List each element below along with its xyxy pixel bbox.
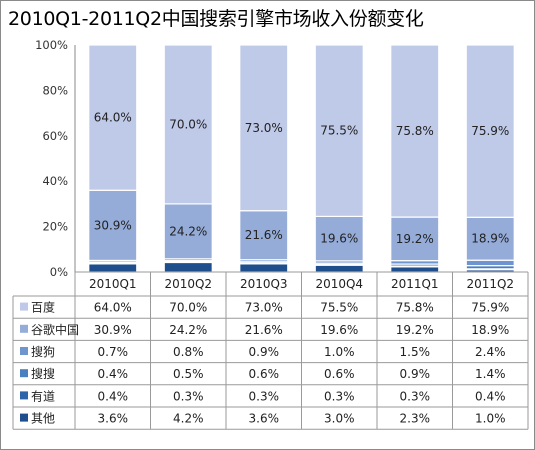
table-cell: 75.9% — [471, 301, 509, 315]
legend-label: 有道 — [31, 389, 55, 403]
bar-segment — [314, 44, 364, 217]
legend-label: 搜狗 — [31, 344, 55, 359]
table-cell: 70.0% — [169, 301, 207, 315]
legend-swatch — [20, 391, 28, 400]
bar-segment — [163, 44, 213, 205]
legend-swatch — [20, 324, 28, 333]
table-cell: 0.9% — [249, 345, 280, 359]
table-cell: 19.6% — [320, 323, 358, 337]
table-cell: 0.3% — [173, 389, 204, 403]
data-label: 24.2% — [169, 224, 207, 238]
table-cell: 4.2% — [173, 412, 204, 426]
table-cell: 18.9% — [471, 323, 509, 337]
table-cell: 0.4% — [98, 389, 129, 403]
data-label: 75.5% — [320, 124, 358, 138]
table-cell: 0.4% — [98, 367, 129, 381]
table-cell: 3.6% — [249, 412, 280, 426]
table-cell: 0.3% — [324, 389, 355, 403]
data-label: 19.6% — [320, 232, 358, 246]
table-cell: 0.3% — [249, 389, 280, 403]
legend-swatch — [20, 369, 28, 378]
bar-segment — [314, 264, 364, 273]
table-cell: 0.6% — [249, 367, 280, 381]
bar-segment — [239, 263, 289, 273]
data-label: 18.9% — [471, 232, 509, 246]
bar-segment — [88, 263, 138, 273]
bar-segment — [239, 44, 289, 212]
data-label: 64.0% — [94, 111, 132, 125]
table-cell: 1.0% — [324, 345, 355, 359]
data-label: 30.9% — [94, 218, 132, 232]
table-cell: 3.0% — [324, 412, 355, 426]
x-category-label: 2010Q4 — [315, 277, 363, 291]
legend-label: 谷歌中国 — [31, 322, 79, 337]
table-cell: 0.6% — [324, 367, 355, 381]
x-category-label: 2011Q1 — [391, 277, 439, 291]
legend-label: 搜搜 — [31, 366, 55, 381]
bar-segment — [465, 259, 515, 267]
bar-segment — [88, 189, 138, 262]
table-cell: 1.4% — [475, 367, 506, 381]
legend-swatch — [20, 347, 28, 355]
table-cell: 19.2% — [396, 323, 434, 337]
table-cell: 30.9% — [94, 323, 132, 337]
table-cell: 75.5% — [320, 301, 358, 315]
table-cell: 64.0% — [94, 301, 132, 315]
legend-swatch — [20, 302, 28, 311]
data-label: 21.6% — [245, 228, 283, 242]
x-category-label: 2010Q3 — [240, 277, 288, 291]
bar-segment — [163, 261, 213, 273]
bar-segment — [390, 44, 440, 218]
y-tick-label: 40% — [42, 174, 68, 188]
x-category-label: 2010Q2 — [164, 277, 212, 291]
table-cell: 0.3% — [400, 389, 431, 403]
table-cell: 0.8% — [173, 345, 204, 359]
table-cell: 2.3% — [400, 412, 431, 426]
y-tick-label: 60% — [42, 129, 68, 143]
table-cell: 75.8% — [396, 301, 434, 315]
y-tick-label: 0% — [50, 265, 68, 279]
table-cell: 2.4% — [475, 345, 506, 359]
chart-title: 2010Q1-2011Q2中国搜索引擎市场收入份额变化 — [8, 8, 424, 30]
x-category-label: 2010Q1 — [89, 277, 137, 291]
bar-segment — [314, 215, 364, 262]
data-label: 19.2% — [396, 232, 434, 246]
table-cell: 0.7% — [98, 345, 129, 359]
legend-label: 其他 — [31, 412, 55, 426]
table-cell: 21.6% — [245, 323, 283, 337]
legend-label: 百度 — [31, 300, 55, 315]
bar-segment — [163, 203, 213, 260]
table-cell: 1.5% — [400, 345, 431, 359]
table-cell: 0.4% — [475, 389, 506, 403]
table-cell: 73.0% — [245, 301, 283, 315]
y-tick-label: 100% — [35, 38, 68, 52]
data-label: 70.0% — [169, 117, 207, 131]
data-label: 73.0% — [245, 121, 283, 135]
table-cell: 24.2% — [169, 323, 207, 337]
table-cell: 1.0% — [475, 412, 506, 426]
table-cell: 0.5% — [173, 367, 204, 381]
y-tick-label: 20% — [42, 220, 68, 234]
table-cell: 3.6% — [98, 412, 129, 426]
bar-segment — [88, 44, 138, 191]
y-tick-label: 80% — [42, 83, 68, 97]
data-label: 75.8% — [396, 124, 434, 138]
x-category-label: 2011Q2 — [466, 277, 514, 291]
table-cell: 0.9% — [400, 367, 431, 381]
legend-swatch — [20, 413, 28, 422]
bar-segment — [465, 44, 515, 218]
data-label: 75.9% — [471, 124, 509, 138]
bar-segment — [390, 216, 440, 262]
bar-segment — [465, 216, 515, 261]
bar-segment — [390, 266, 440, 273]
